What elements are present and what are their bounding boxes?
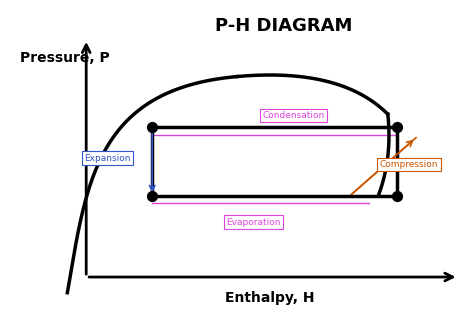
Text: Expansion: Expansion <box>84 154 131 162</box>
Point <box>393 193 401 198</box>
Point <box>148 193 156 198</box>
Text: Condensation: Condensation <box>263 111 325 120</box>
Text: Enthalpy, H: Enthalpy, H <box>225 291 315 305</box>
Point <box>148 124 156 129</box>
Text: Compression: Compression <box>380 160 438 169</box>
Text: Evaporation: Evaporation <box>226 218 281 227</box>
Text: Pressure, P: Pressure, P <box>20 51 110 65</box>
Text: P-H DIAGRAM: P-H DIAGRAM <box>216 17 353 35</box>
Point <box>393 124 401 129</box>
